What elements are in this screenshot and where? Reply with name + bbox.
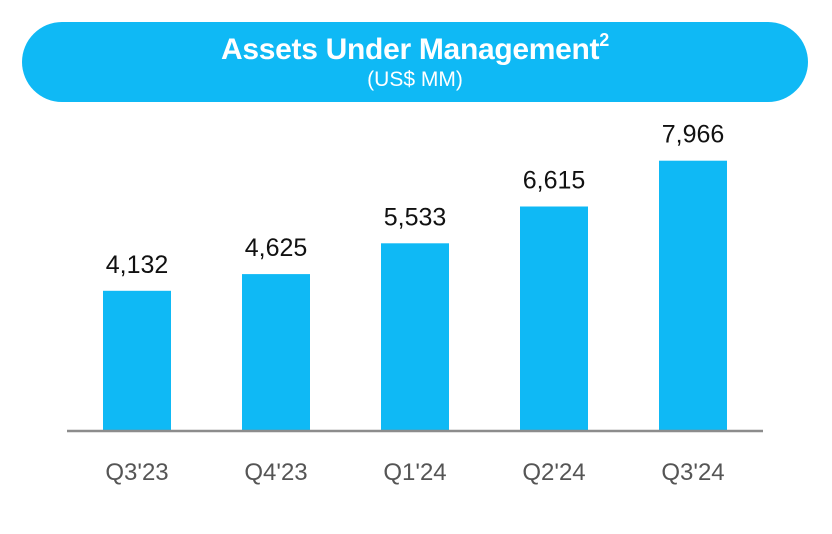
bar-q3-24 <box>659 160 727 431</box>
value-label: 4,625 <box>245 234 308 262</box>
chart-title: Assets Under Management2 <box>22 30 808 67</box>
bar-q4-23 <box>242 274 310 431</box>
value-label: 4,132 <box>106 251 169 279</box>
bar-q2-24 <box>520 206 588 431</box>
chart-title-text: Assets Under Management <box>221 33 600 66</box>
chart-subtitle: (US$ MM) <box>367 68 463 91</box>
chart-title-banner: Assets Under Management2 (US$ MM) <box>22 22 808 102</box>
chart-title-footnote-marker: 2 <box>599 30 609 50</box>
value-label: 6,615 <box>523 167 586 195</box>
category-label: Q4'23 <box>244 459 307 486</box>
bar-q1-24 <box>381 243 449 431</box>
value-label: 5,533 <box>384 203 447 231</box>
value-label: 7,966 <box>662 121 725 149</box>
category-label: Q3'24 <box>661 459 724 486</box>
category-label: Q2'24 <box>522 459 585 486</box>
category-label: Q3'23 <box>105 459 168 486</box>
bar-q3-23 <box>103 290 171 431</box>
category-label: Q1'24 <box>383 459 446 486</box>
